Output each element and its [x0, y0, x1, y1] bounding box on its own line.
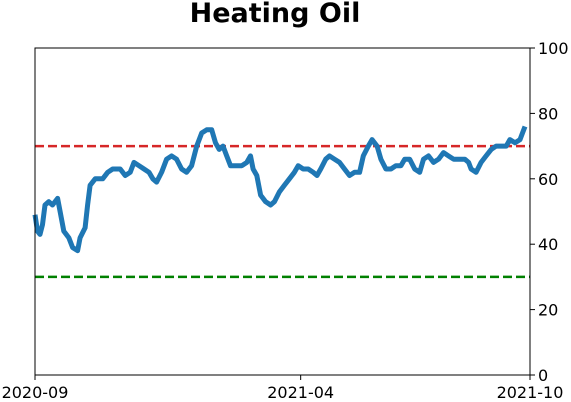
- x-tick-label: 2021-04: [267, 383, 334, 402]
- y-tick-label: 20: [538, 301, 558, 320]
- x-tick-label: 2020-09: [2, 383, 69, 402]
- series-line-0: [32, 125, 528, 254]
- y-tick-label: 0: [538, 366, 548, 385]
- x-tick-label: 2021-10: [497, 383, 564, 402]
- chart-marks: [32, 125, 530, 279]
- y-tick-label: 40: [538, 235, 558, 254]
- y-tick-label: 80: [538, 104, 558, 123]
- plot-frame: [34, 47, 531, 376]
- chart-title: Heating Oil: [190, 0, 361, 29]
- y-tick-label: 100: [538, 39, 569, 58]
- y-tick-label: 60: [538, 170, 558, 189]
- chart-axes: 0 20 40 60 80 100 2020-09 2021-04 2021-10: [2, 39, 569, 402]
